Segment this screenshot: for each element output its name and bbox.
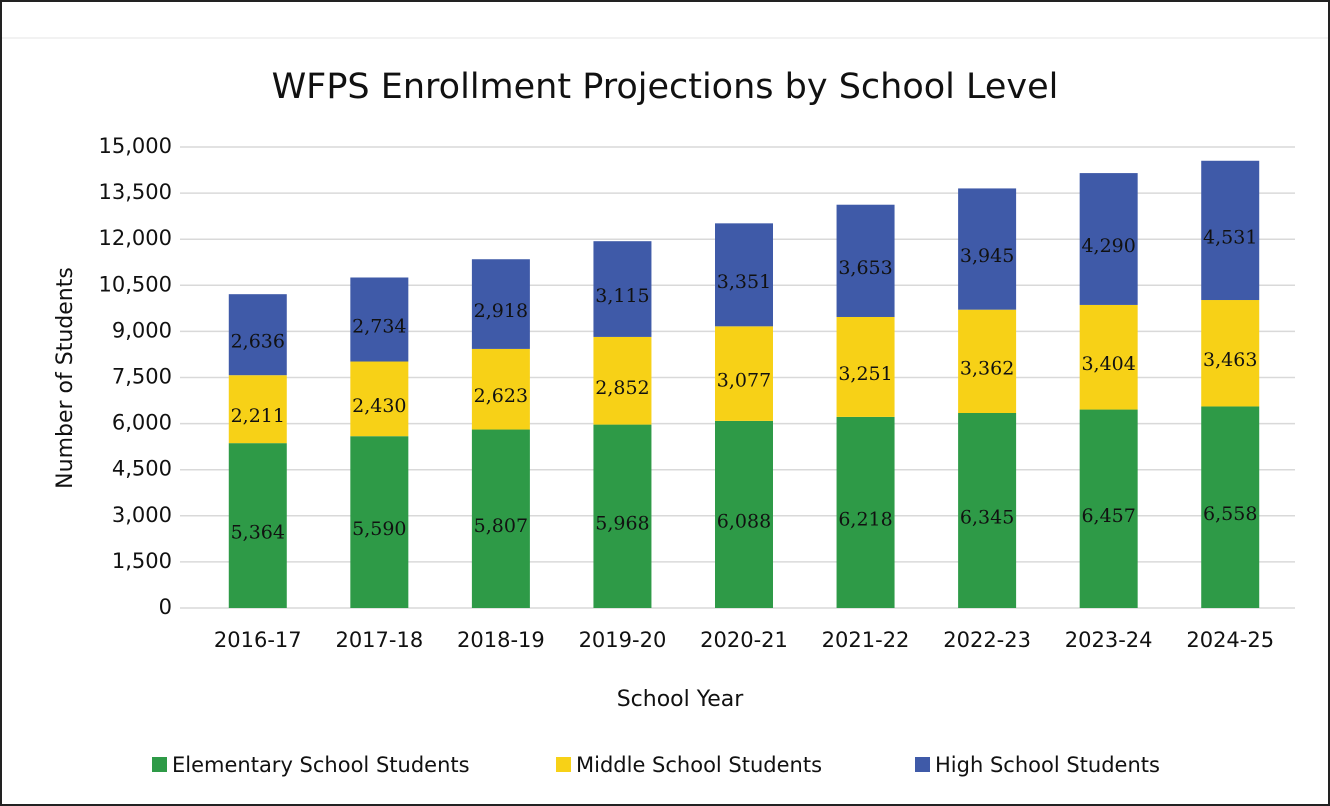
data-label: 3,653 (838, 257, 892, 279)
data-label: 2,636 (231, 331, 285, 353)
data-label: 6,558 (1203, 503, 1257, 525)
bar-segment (958, 412, 1017, 608)
data-label: 6,218 (838, 508, 892, 530)
data-label: 3,115 (595, 285, 649, 307)
y-tick-label: 13,500 (99, 180, 172, 204)
bar-segment (1079, 173, 1138, 305)
data-label: 5,968 (595, 512, 649, 534)
legend-swatch (152, 757, 167, 772)
bar-segment (1079, 409, 1138, 608)
data-label: 3,404 (1081, 353, 1135, 375)
bar-segment (836, 416, 895, 608)
bar-segment (228, 443, 287, 608)
x-tick-label: 2023-24 (1065, 628, 1153, 652)
data-label: 4,531 (1203, 226, 1257, 248)
x-tick-label: 2019-20 (579, 628, 667, 652)
legend-label: Elementary School Students (172, 753, 470, 777)
data-label: 6,088 (717, 510, 771, 532)
bar-segment (836, 204, 895, 317)
data-label: 2,852 (595, 377, 649, 399)
bar-segment (593, 336, 652, 425)
legend-label: Middle School Students (576, 753, 822, 777)
data-label: 3,251 (838, 363, 892, 385)
bar-segment (228, 375, 287, 444)
y-tick-label: 7,500 (112, 365, 172, 389)
data-label: 6,345 (960, 506, 1014, 528)
y-tick-label: 3,000 (112, 503, 172, 527)
legend-swatch (915, 757, 930, 772)
data-label: 5,807 (474, 515, 528, 537)
data-label: 4,290 (1081, 235, 1135, 257)
y-tick-label: 9,000 (112, 318, 172, 342)
x-tick-label: 2020-21 (700, 628, 788, 652)
bar-segment (958, 188, 1017, 310)
y-tick-label: 6,000 (112, 411, 172, 435)
bar-segment (1201, 160, 1260, 301)
bar-segment (1201, 300, 1260, 407)
data-label: 2,623 (474, 385, 528, 407)
data-label: 3,362 (960, 357, 1014, 379)
y-tick-label: 12,000 (99, 226, 172, 250)
bar-segment (350, 277, 409, 362)
bar-segment (228, 294, 287, 376)
bar-segment (836, 316, 895, 417)
bar-segment (471, 348, 530, 430)
chart-title: WFPS Enrollment Projections by School Le… (272, 67, 1059, 107)
x-tick-label: 2022-23 (943, 628, 1031, 652)
x-tick-label: 2017-18 (335, 628, 423, 652)
data-label: 3,463 (1203, 349, 1257, 371)
bar-segment (958, 309, 1017, 413)
x-tick-label: 2016-17 (214, 628, 302, 652)
data-label: 3,945 (960, 245, 1014, 267)
y-axis-title: Number of Students (53, 267, 78, 489)
y-tick-label: 4,500 (112, 457, 172, 481)
bar-segment (471, 429, 530, 608)
data-label: 2,430 (352, 395, 406, 417)
x-tick-label: 2018-19 (457, 628, 545, 652)
y-tick-label: 1,500 (112, 549, 172, 573)
bar-segment (593, 424, 652, 608)
legend-swatch (556, 757, 571, 772)
data-label: 3,077 (717, 370, 771, 392)
bar-segment (350, 436, 409, 608)
bar-segment (471, 259, 530, 349)
data-label: 2,918 (474, 300, 528, 322)
bar-segment (350, 361, 409, 437)
bar-segment (715, 326, 773, 421)
bar-segment (1201, 406, 1260, 608)
data-label: 3,351 (717, 271, 771, 293)
y-tick-label: 10,500 (99, 272, 172, 296)
legend-label: High School Students (935, 753, 1160, 777)
bar-segment (715, 420, 773, 608)
x-tick-label: 2024-25 (1186, 628, 1274, 652)
data-label: 2,211 (231, 405, 285, 427)
data-label: 5,364 (231, 522, 285, 544)
bar-segment (1079, 304, 1138, 410)
bar-segment (715, 223, 773, 327)
bar-segment (593, 241, 652, 337)
y-tick-label: 0 (159, 595, 172, 619)
y-tick-label: 15,000 (99, 134, 172, 158)
data-label: 6,457 (1081, 505, 1135, 527)
data-label: 5,590 (352, 518, 406, 540)
data-label: 2,734 (352, 316, 406, 338)
x-tick-label: 2021-22 (822, 628, 910, 652)
x-axis-title: School Year (617, 687, 745, 712)
